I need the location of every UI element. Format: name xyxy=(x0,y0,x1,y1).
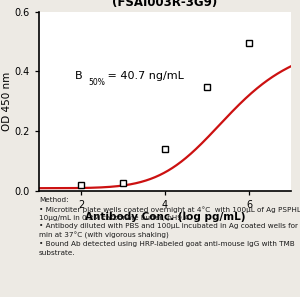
Text: B: B xyxy=(75,71,82,81)
Text: = 40.7 ng/mL: = 40.7 ng/mL xyxy=(104,71,184,81)
Title: CPTC-PSPHL-1
(FSAI003R-3G9): CPTC-PSPHL-1 (FSAI003R-3G9) xyxy=(112,0,218,9)
Text: Method:
• Microtiter plate wells coated overnight at 4°C  with 100μL of Ag PSPHL: Method: • Microtiter plate wells coated … xyxy=(39,198,300,255)
Text: 50%: 50% xyxy=(88,78,105,87)
Y-axis label: OD 450 nm: OD 450 nm xyxy=(2,72,12,131)
X-axis label: Antibody Conc. (log pg/mL): Antibody Conc. (log pg/mL) xyxy=(85,212,245,222)
